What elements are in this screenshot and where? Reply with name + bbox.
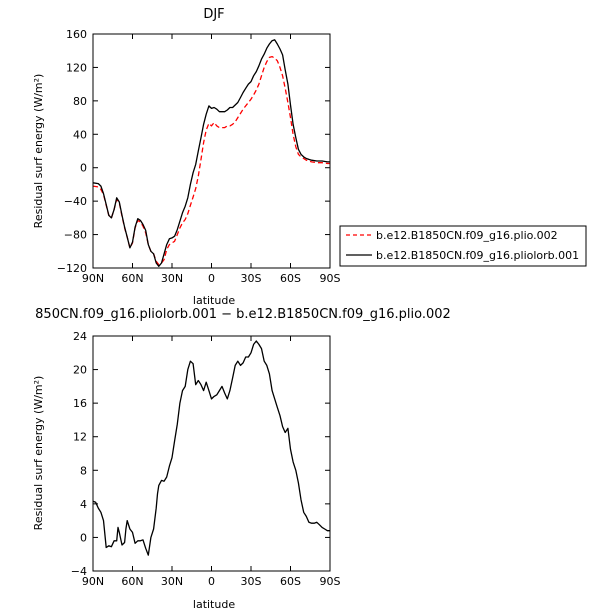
top-chart: DJF 90N 60N 30N 0 30S 60S 90S −120 −80 −40 0 40 80 12…	[32, 7, 341, 307]
legend-label-plio: b.e12.B1850CN.f09_g16.plio.002	[376, 229, 558, 242]
bottom-x-tick-label: 30S	[241, 575, 262, 588]
top-y-tick-label: 160	[66, 28, 87, 41]
bottom-x-axis-label: latitude	[193, 598, 235, 611]
top-x-axis-label: latitude	[193, 294, 235, 307]
bottom-plot-frame	[92, 335, 331, 572]
top-y-tick-label: −120	[57, 262, 87, 275]
bottom-chart-title: 850CN.f09_g16.pliolorb.001 − b.e12.B1850…	[35, 307, 451, 322]
bottom-y-tick-label: −4	[71, 565, 87, 578]
legend-label-pliolorb: b.e12.B1850CN.f09_g16.pliolorb.001	[376, 249, 579, 262]
top-x-tick-label: 30S	[241, 272, 262, 285]
top-series-line-1	[92, 39, 330, 267]
bottom-x-tick-label: 90N	[82, 575, 104, 588]
top-y-tick-label: 40	[73, 128, 87, 141]
bottom-y-tick-label: 20	[73, 364, 87, 377]
top-x-tick-label: 0	[208, 272, 215, 285]
top-y-tick-label: −80	[64, 229, 87, 242]
top-series-line-0	[92, 55, 330, 266]
bottom-x-tick-label: 90S	[320, 575, 341, 588]
top-y-tick-label: −40	[64, 195, 87, 208]
bottom-y-tick-label: 16	[73, 397, 87, 410]
bottom-x-tick-label: 60N	[121, 575, 143, 588]
top-y-axis-label: Residual surf energy (W/m²)	[32, 74, 45, 229]
top-x-tick-label: 90N	[82, 272, 104, 285]
top-chart-title: DJF	[203, 7, 224, 22]
bottom-chart: 850CN.f09_g16.pliolorb.001 − b.e12.B1850…	[32, 307, 451, 611]
legend: b.e12.B1850CN.f09_g16.plio.002 b.e12.B18…	[339, 225, 587, 267]
bottom-y-tick-label: 0	[80, 531, 87, 544]
top-x-tick-label: 60N	[121, 272, 143, 285]
bottom-y-axis-label: Residual surf energy (W/m²)	[32, 376, 45, 531]
bottom-y-tick-label: 4	[80, 498, 87, 511]
top-plot-frame	[92, 33, 331, 269]
bottom-x-tick-label: 0	[208, 575, 215, 588]
bottom-y-tick-label: 8	[80, 464, 87, 477]
legend-box	[339, 225, 587, 267]
top-x-tick-label: 90S	[320, 272, 341, 285]
top-x-tick-label: 60S	[280, 272, 301, 285]
top-y-tick-label: 80	[73, 95, 87, 108]
top-y-tick-label: 120	[66, 61, 87, 74]
bottom-y-tick-label: 12	[73, 431, 87, 444]
bottom-x-tick-label: 60S	[280, 575, 301, 588]
bottom-series-line-0	[92, 340, 330, 556]
top-x-tick-label: 30N	[161, 272, 183, 285]
bottom-x-tick-label: 30N	[161, 575, 183, 588]
bottom-y-tick-label: 24	[73, 330, 87, 343]
top-y-tick-label: 0	[80, 162, 87, 175]
